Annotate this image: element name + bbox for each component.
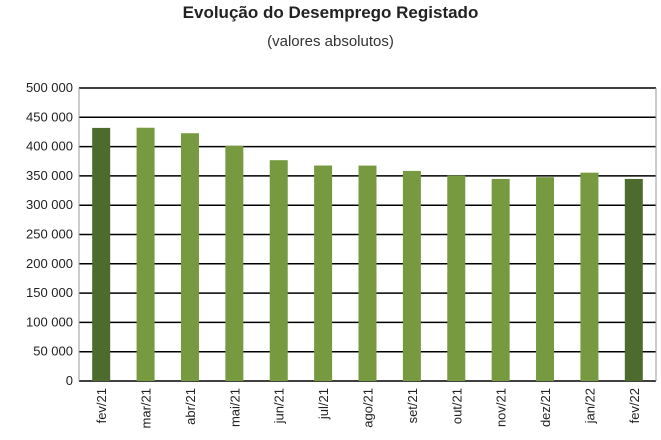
x-tick-label: nov/21 (494, 388, 509, 427)
chart-title: Evolução do Desemprego Registado (182, 3, 479, 22)
x-tick-label: fev/21 (94, 388, 109, 423)
bar-nov-21 (491, 178, 510, 381)
y-tick-label: 400 000 (26, 139, 73, 154)
grid-lines (78, 87, 657, 382)
y-tick-label: 250 000 (26, 227, 73, 242)
y-tick-label: 500 000 (26, 80, 73, 95)
y-tick-label: 50 000 (33, 344, 73, 359)
bar-fev-22 (624, 178, 643, 381)
y-tick-label: 450 000 (26, 109, 73, 124)
x-tick-label: jan/22 (582, 388, 597, 424)
x-tick-label: set/21 (405, 388, 420, 423)
x-tick-label: abr/21 (183, 388, 198, 425)
bar-set-21 (402, 170, 421, 381)
y-tick-label: 0 (66, 373, 73, 388)
bar-mar-21 (136, 127, 155, 381)
x-tick-label: jul/21 (316, 388, 331, 420)
x-tick-label: fev/22 (627, 388, 642, 423)
x-tick-label: ago/21 (361, 388, 376, 428)
y-tick-label: 300 000 (26, 197, 73, 212)
bar-out-21 (447, 175, 466, 381)
x-tick-label: out/21 (449, 388, 464, 424)
bar-dez-21 (536, 177, 555, 381)
y-axis-labels: 0 50 000 100 000 150 000 200 000 250 000 300 0… (26, 80, 73, 388)
bar-abr-21 (180, 133, 199, 381)
y-tick-label: 100 000 (26, 314, 73, 329)
x-tick-label: jun/21 (272, 388, 287, 424)
x-tick-label: dez/21 (538, 388, 553, 427)
bars (92, 127, 643, 381)
y-tick-label: 200 000 (26, 256, 73, 271)
x-axis-labels: fev/21 mar/21 abr/21 mai/21 jun/21 jul/21 ago/… (94, 388, 642, 428)
bar-fev-21 (92, 127, 111, 381)
bar-jan-22 (580, 172, 599, 381)
y-tick-label: 150 000 (26, 285, 73, 300)
x-tick-label: mar/21 (139, 388, 154, 428)
bar-jul-21 (314, 165, 333, 381)
y-tick-label: 350 000 (26, 168, 73, 183)
bar-jun-21 (269, 160, 288, 381)
x-tick-label: mai/21 (227, 388, 242, 427)
chart-subtitle: (valores absolutos) (267, 33, 394, 50)
bar-mai-21 (225, 145, 244, 381)
bar-ago-21 (358, 165, 377, 381)
